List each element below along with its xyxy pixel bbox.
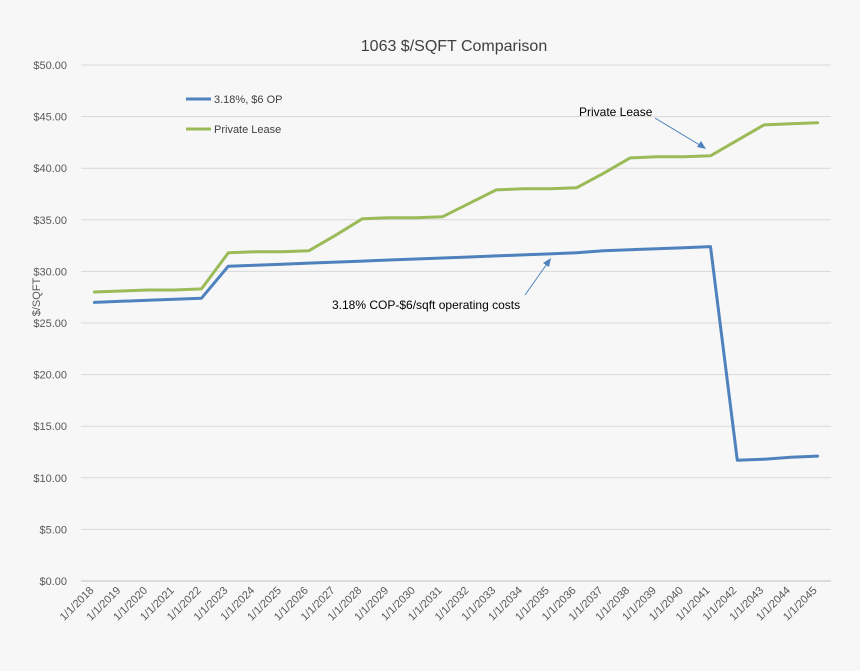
annotations: Private Lease 3.18% COP-$6/sqft operatin… bbox=[332, 105, 706, 312]
y-tick-label: $5.00 bbox=[39, 524, 67, 536]
legend-label-series-2: Private Lease bbox=[214, 124, 281, 136]
y-tick-label: $20.00 bbox=[33, 370, 67, 382]
annotation-arrow-private-lease bbox=[654, 117, 704, 148]
y-tick-label: $30.00 bbox=[33, 266, 67, 278]
annotation-arrowhead-private-lease bbox=[697, 141, 706, 149]
series-line-1 bbox=[92, 245, 820, 462]
y-tick-label: $50.00 bbox=[33, 60, 67, 72]
legend-label-series-1: 3.18%, $6 OP bbox=[214, 94, 283, 106]
y-tick-label: $10.00 bbox=[33, 473, 67, 485]
y-axis-title: $/SQFT bbox=[31, 277, 43, 316]
annotation-private-lease: Private Lease bbox=[579, 105, 653, 119]
annotation-arrowhead-cop bbox=[543, 258, 551, 267]
annotation-cop: 3.18% COP-$6/sqft operating costs bbox=[332, 298, 520, 312]
series-line-2 bbox=[92, 121, 820, 294]
legend: 3.18%, $6 OP Private Lease bbox=[186, 94, 283, 136]
y-tick-label: $45.00 bbox=[33, 112, 67, 124]
series-lines bbox=[92, 121, 820, 462]
y-tick-label: $25.00 bbox=[33, 318, 67, 330]
y-axis: $0.00 $5.00 $10.00 $15.00 $20.00 $25.00 $30.00… bbox=[33, 60, 67, 588]
x-axis: 1/1/20181/1/20191/1/20201/1/20211/1/2022… bbox=[58, 585, 820, 624]
chart-title: 1063 $/SQFT Comparison bbox=[361, 38, 547, 55]
y-tick-label: $40.00 bbox=[33, 163, 67, 175]
y-tick-label: $15.00 bbox=[33, 421, 67, 433]
y-tick-label: $35.00 bbox=[33, 215, 67, 227]
annotation-arrow-cop bbox=[524, 260, 550, 296]
y-tick-label: $0.00 bbox=[39, 576, 67, 588]
gridlines bbox=[81, 64, 831, 582]
